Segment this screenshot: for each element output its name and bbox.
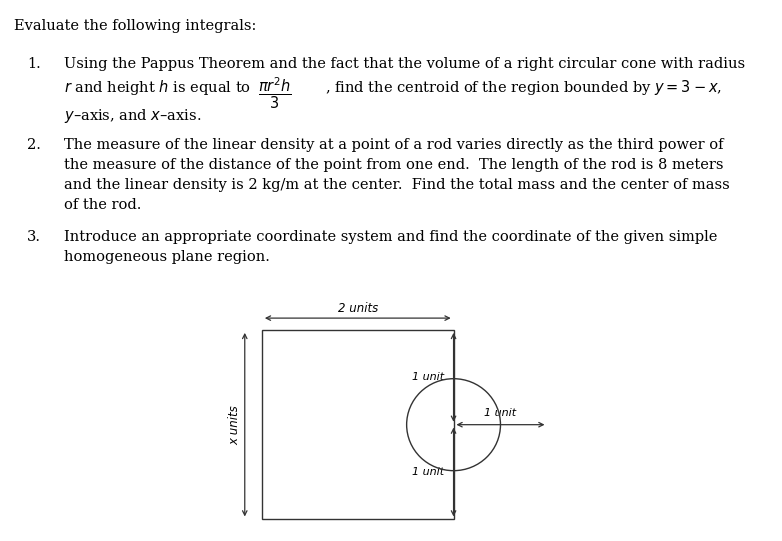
Text: $r$ and height $h$ is equal to: $r$ and height $h$ is equal to xyxy=(64,78,251,97)
Text: , find the centroid of the region bounded by $y = 3 - x$,: , find the centroid of the region bounde… xyxy=(325,78,722,97)
Text: 1 unit: 1 unit xyxy=(412,372,444,382)
Text: 2 units: 2 units xyxy=(338,302,378,315)
Text: and the linear density is 2 kg/m at the center.  Find the total mass and the cen: and the linear density is 2 kg/m at the … xyxy=(64,178,730,192)
Text: Using the Pappus Theorem and the fact that the volume of a right circular cone w: Using the Pappus Theorem and the fact th… xyxy=(64,57,745,71)
Text: $y$–axis, and $x$–axis.: $y$–axis, and $x$–axis. xyxy=(64,107,202,124)
Text: 1.: 1. xyxy=(27,57,41,71)
Text: 2.: 2. xyxy=(27,138,41,152)
Text: Introduce an appropriate coordinate system and find the coordinate of the given : Introduce an appropriate coordinate syst… xyxy=(64,230,718,245)
Text: 3.: 3. xyxy=(27,230,41,245)
Text: of the rod.: of the rod. xyxy=(64,198,142,212)
Text: 1 unit: 1 unit xyxy=(484,408,517,418)
Text: x units: x units xyxy=(228,405,241,445)
Text: 1 unit: 1 unit xyxy=(412,467,444,477)
Text: the measure of the distance of the point from one end.  The length of the rod is: the measure of the distance of the point… xyxy=(64,158,723,172)
Bar xyxy=(262,330,454,519)
Text: $\dfrac{\pi r^2 h}{3}$: $\dfrac{\pi r^2 h}{3}$ xyxy=(258,76,292,111)
Text: The measure of the linear density at a point of a rod varies directly as the thi: The measure of the linear density at a p… xyxy=(64,138,723,152)
Text: Evaluate the following integrals:: Evaluate the following integrals: xyxy=(14,19,256,33)
Text: homogeneous plane region.: homogeneous plane region. xyxy=(64,250,270,265)
